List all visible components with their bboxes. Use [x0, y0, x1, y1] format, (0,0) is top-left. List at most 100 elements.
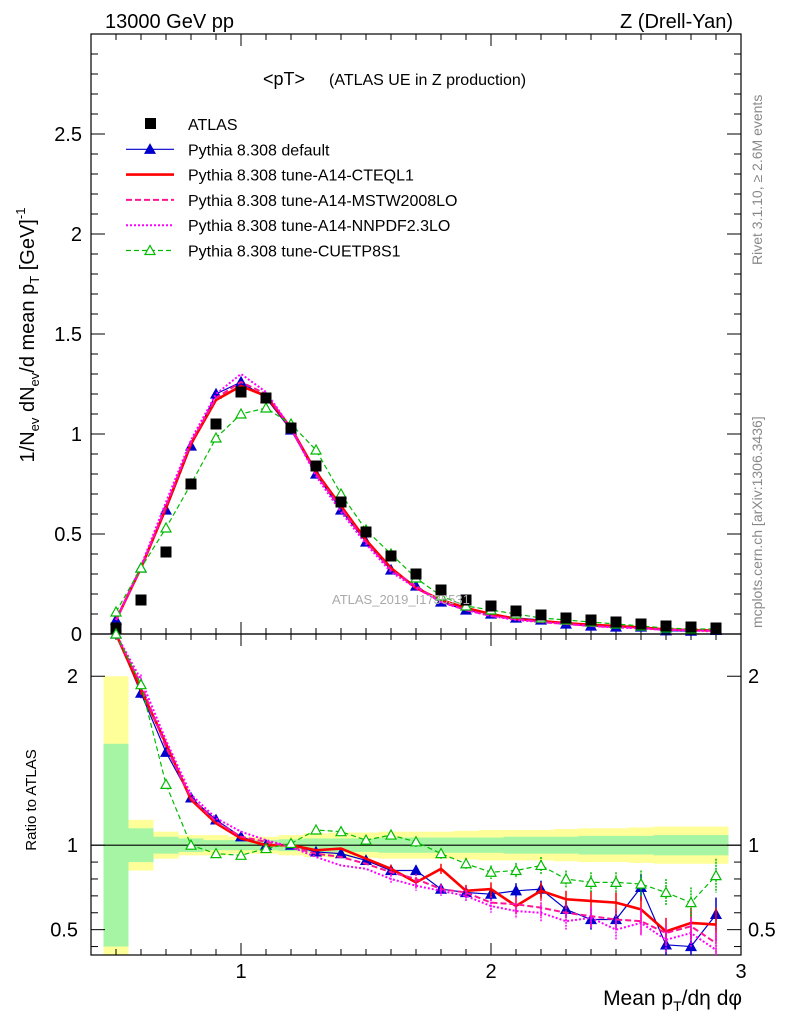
- atlas-data-point: [635, 618, 647, 630]
- atlas-data-point: [410, 568, 422, 580]
- ratio-pythia-8-308-tune-cuetp8s1-marker: [459, 857, 473, 869]
- ratio-pythia-8-308-tune-cuetp8s1-marker: [109, 627, 123, 639]
- x-tick-label: 3: [735, 961, 746, 983]
- x-tick-label: 2: [485, 961, 496, 983]
- atlas-data-point: [510, 605, 522, 617]
- main-y-tick-label: 0: [71, 624, 82, 646]
- atlas-data-point: [535, 609, 547, 621]
- rivet-info: Rivet 3.1.10, ≥ 2.6M events: [749, 95, 765, 265]
- ratio-y-axis-label: Ratio to ATLAS: [23, 749, 40, 850]
- analysis-watermark: ATLAS_2019_I1736531: [332, 592, 470, 607]
- ratio-pythia-8-308-tune-cuetp8s1-marker: [434, 847, 448, 859]
- ratio-pythia-8-308-tune-cuetp8s1-marker: [334, 825, 348, 837]
- main-pythia-8-308-tune-cuetp8s1-marker: [234, 407, 248, 419]
- ratio-pythia-8-308-tune-cuetp8s1-marker: [184, 838, 198, 850]
- main-y-axis-label: 1/Nev dNev/d mean pT [GeV]-1: [13, 208, 42, 463]
- ratio-y-tick-label: 1: [67, 835, 78, 857]
- header-right: Z (Drell-Yan): [620, 11, 733, 33]
- atlas-data-point: [560, 612, 572, 624]
- ratio-pythia-8-308-tune-cuetp8s1-marker: [634, 877, 648, 889]
- ratio-pythia-8-308-default-marker: [509, 884, 523, 896]
- main-y-tick-label: 2: [71, 224, 82, 246]
- x-axis-label: Mean pT/dη dφ: [603, 987, 742, 1014]
- ratio-pythia-8-308-tune-cuetp8s1-marker: [209, 847, 223, 859]
- atlas-data-point: [235, 386, 247, 398]
- ratio-pythia-8-308-tune-cuetp8s1-marker: [409, 835, 423, 847]
- main-pythia-8-308-tune-cuetp8s1-marker: [259, 401, 273, 413]
- atlas-data-point: [485, 600, 497, 612]
- legend-marker: [143, 244, 157, 256]
- main-pythia-8-308-tune-cuetp8s1-marker: [134, 561, 148, 573]
- atlas-data-point: [210, 418, 222, 430]
- main-pythia-8-308-tune-cuetp8s1-marker: [309, 443, 323, 455]
- legend-atlas-marker: [145, 118, 156, 129]
- atlas-data-point: [135, 594, 147, 606]
- legend: ATLAS Pythia 8.308 default Pythia 8.308 tu…: [126, 117, 457, 261]
- main-y-tick-label: 1.5: [54, 324, 82, 346]
- ratio-pythia-8-308-tune-cuetp8s1-marker: [609, 876, 623, 887]
- atlas-data-point: [260, 392, 272, 404]
- ratio-pythia-8-308-tune-a14-mstw2008lo-line: [115, 633, 717, 945]
- ratio-pythia-8-308-tune-cuetp8s1-marker: [709, 869, 723, 881]
- atlas-data-point: [585, 614, 597, 626]
- atlas-data-point: [710, 622, 722, 634]
- ratio-pythia-8-308-tune-cuetp8s1-marker: [509, 864, 523, 876]
- ratio-pythia-8-308-tune-a14-nnpdf2-3lo-line: [115, 633, 717, 951]
- ratio-pythia-8-308-tune-cuetp8s1-marker: [234, 849, 248, 860]
- ratio-plot-panel: 1 2 30.5 0.51 12 2: [50, 627, 776, 983]
- legend-entry-label: Pythia 8.308 tune-A14-CTEQL1: [188, 168, 414, 185]
- main-y-tick-label: 0.5: [54, 524, 82, 546]
- ratio-pythia-8-308-tune-cuetp8s1-marker: [659, 886, 673, 898]
- ratio-pythia-8-308-tune-cuetp8s1-marker: [134, 678, 148, 690]
- svg-text:1/Nev dNev/d mean pT [GeV]-1: 1/Nev dNev/d mean pT [GeV]-1: [13, 208, 42, 463]
- header-left: 13000 GeV pp: [105, 11, 234, 33]
- atlas-data-point: [285, 422, 297, 434]
- legend-entry-label: ATLAS: [188, 117, 238, 134]
- atlas-data-point: [460, 594, 472, 606]
- ratio-pythia-8-308-tune-cuetp8s1-marker: [534, 859, 548, 871]
- legend-entry-label: Pythia 8.308 default: [188, 142, 330, 159]
- x-tick-label: 1: [235, 961, 246, 983]
- legend-marker: [143, 143, 157, 154]
- ratio-pythia-8-308-tune-cuetp8s1-marker: [684, 896, 698, 908]
- main-pythia-8-308-tune-cuetp8s1-marker: [109, 605, 123, 617]
- ratio-pythia-8-308-tune-cuetp8s1-marker: [384, 828, 398, 840]
- ratio-pythia-8-308-tune-cuetp8s1-marker: [284, 837, 298, 849]
- plot-title-sub: (ATLAS UE in Z production): [329, 72, 526, 89]
- ratio-pythia-8-308-tune-cuetp8s1-marker: [259, 842, 273, 854]
- main-pythia-8-308-tune-cuetp8s1-marker: [159, 521, 173, 533]
- atlas-data-point: [385, 550, 397, 562]
- main-plot-panel: 0 0.5 1 1.5 2 2.5: [54, 33, 742, 646]
- ratio-pythia-8-308-tune-cuetp8s1-marker: [159, 778, 173, 789]
- main-y-tick-label: 2.5: [54, 124, 82, 146]
- atlas-data-point: [360, 526, 372, 538]
- ratio-y-tick-label-right: 0.5: [748, 920, 776, 942]
- ratio-pythia-8-308-tune-cuetp8s1-marker: [484, 865, 498, 877]
- atlas-data-point: [610, 616, 622, 628]
- atlas-data-point: [660, 620, 672, 632]
- main-y-tick-label: 1: [71, 424, 82, 446]
- ratio-pythia-8-308-tune-cuetp8s1-marker: [309, 823, 323, 835]
- ratio-y-tick-label-right: 1: [748, 835, 759, 857]
- ratio-y-tick-label: 0.5: [50, 920, 78, 942]
- atlas-data-point: [185, 478, 197, 490]
- atlas-data-point: [335, 496, 347, 508]
- ratio-y-tick-label-right: 2: [748, 666, 759, 688]
- legend-entry-label: Pythia 8.308 tune-CUETP8S1: [188, 244, 401, 261]
- mcplots-info: mcplots.cern.ch [arXiv:1306.3436]: [749, 416, 765, 628]
- ratio-pythia-8-308-default-line: [115, 633, 717, 948]
- atlas-data-point: [435, 584, 447, 596]
- atlas-data-point: [160, 546, 172, 558]
- ratio-pythia-8-308-tune-cuetp8s1-marker: [584, 876, 598, 887]
- ratio-y-tick-label: 2: [67, 666, 78, 688]
- main-pythia-8-308-tune-a14-mstw2008lo-line: [115, 380, 717, 632]
- ratio-pythia-8-308-tune-cuetp8s1-line: [115, 633, 717, 904]
- plot-title-main: <pT>: [263, 69, 305, 89]
- ratio-pythia-8-308-tune-cuetp8s1-marker: [359, 833, 373, 845]
- ratio-pythia-8-308-tune-cuetp8s1-marker: [559, 872, 573, 884]
- legend-entry-label: Pythia 8.308 tune-A14-MSTW2008LO: [188, 193, 457, 210]
- atlas-data-point: [310, 460, 322, 472]
- main-pythia-8-308-tune-cuetp8s1-marker: [209, 431, 223, 443]
- legend-entry-label: Pythia 8.308 tune-A14-NNPDF2.3LO: [188, 218, 450, 235]
